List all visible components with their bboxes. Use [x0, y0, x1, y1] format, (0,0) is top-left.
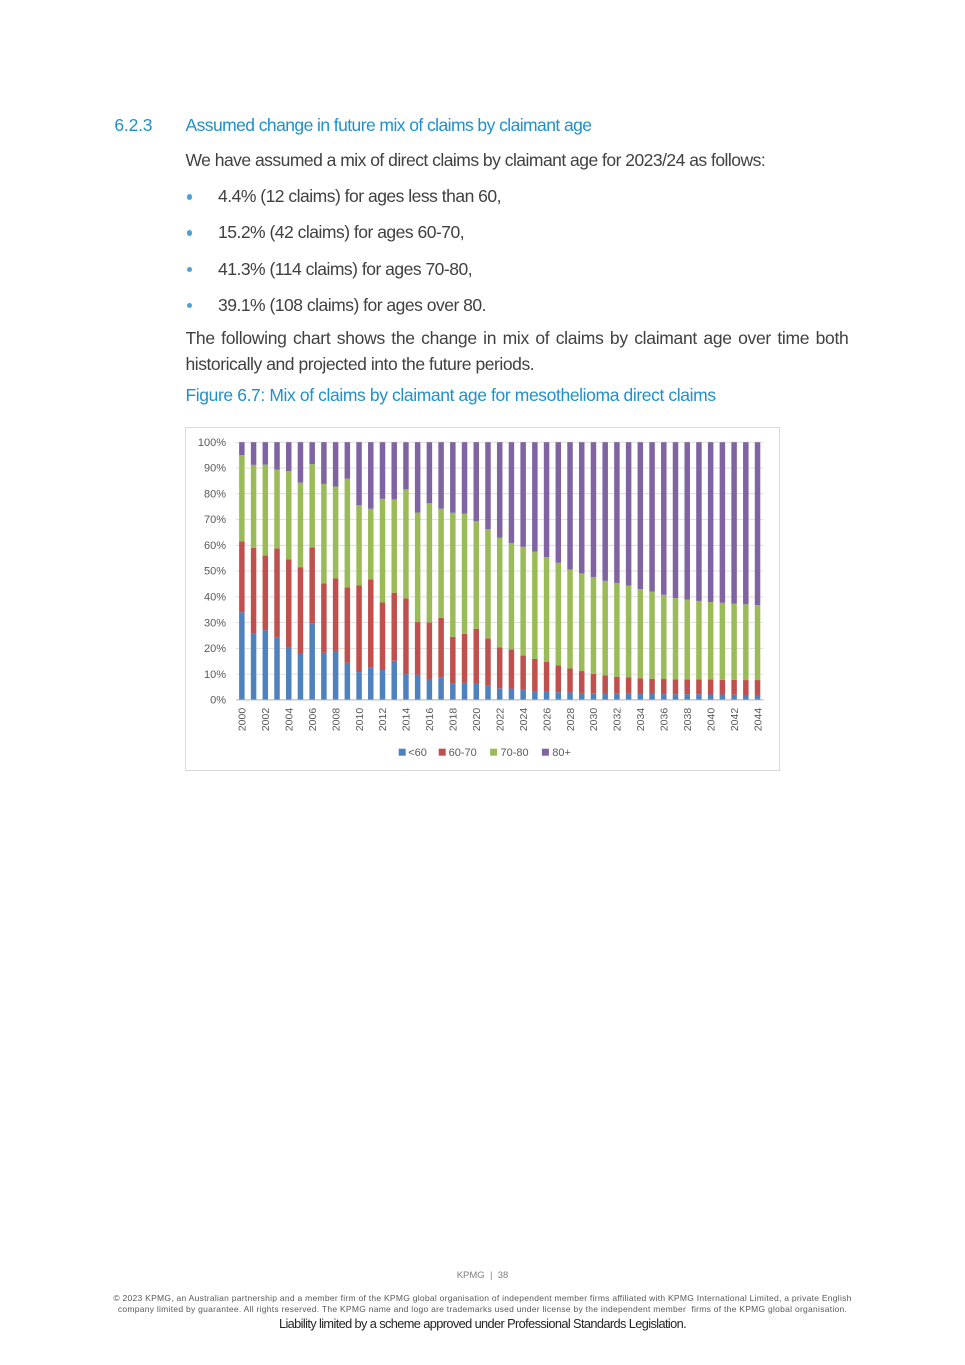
- svg-text:50%: 50%: [204, 566, 226, 578]
- svg-text:2006: 2006: [307, 708, 319, 732]
- svg-text:100%: 100%: [198, 437, 226, 449]
- svg-text:60%: 60%: [204, 540, 226, 552]
- svg-text:2008: 2008: [330, 708, 342, 732]
- svg-text:70-80: 70-80: [501, 747, 529, 759]
- svg-text:2030: 2030: [588, 708, 600, 732]
- svg-text:2012: 2012: [377, 708, 389, 732]
- svg-text:2042: 2042: [729, 708, 741, 732]
- svg-text:2004: 2004: [283, 708, 295, 732]
- svg-text:2018: 2018: [448, 708, 460, 732]
- svg-text:0%: 0%: [210, 695, 226, 707]
- svg-text:2022: 2022: [494, 708, 506, 732]
- svg-text:2026: 2026: [541, 708, 553, 732]
- svg-text:60-70: 60-70: [449, 747, 477, 759]
- svg-text:2028: 2028: [565, 708, 577, 732]
- svg-text:2016: 2016: [424, 708, 436, 732]
- svg-text:40%: 40%: [204, 592, 226, 604]
- svg-text:2010: 2010: [354, 708, 366, 732]
- svg-text:10%: 10%: [204, 669, 226, 681]
- svg-text:<60: <60: [408, 747, 427, 759]
- svg-text:70%: 70%: [204, 514, 226, 526]
- svg-text:2032: 2032: [612, 708, 624, 732]
- svg-text:2034: 2034: [635, 708, 647, 732]
- svg-text:80%: 80%: [204, 488, 226, 500]
- svg-text:2014: 2014: [401, 708, 413, 732]
- svg-text:2000: 2000: [237, 708, 249, 732]
- svg-text:2002: 2002: [260, 708, 272, 732]
- svg-text:80+: 80+: [552, 747, 571, 759]
- svg-text:2020: 2020: [471, 708, 483, 732]
- svg-text:2038: 2038: [682, 708, 694, 732]
- svg-text:90%: 90%: [204, 463, 226, 475]
- svg-text:2036: 2036: [659, 708, 671, 732]
- svg-text:2040: 2040: [705, 708, 717, 732]
- svg-text:2024: 2024: [518, 708, 530, 732]
- svg-text:30%: 30%: [204, 617, 226, 629]
- svg-text:2044: 2044: [752, 708, 764, 732]
- svg-text:20%: 20%: [204, 643, 226, 655]
